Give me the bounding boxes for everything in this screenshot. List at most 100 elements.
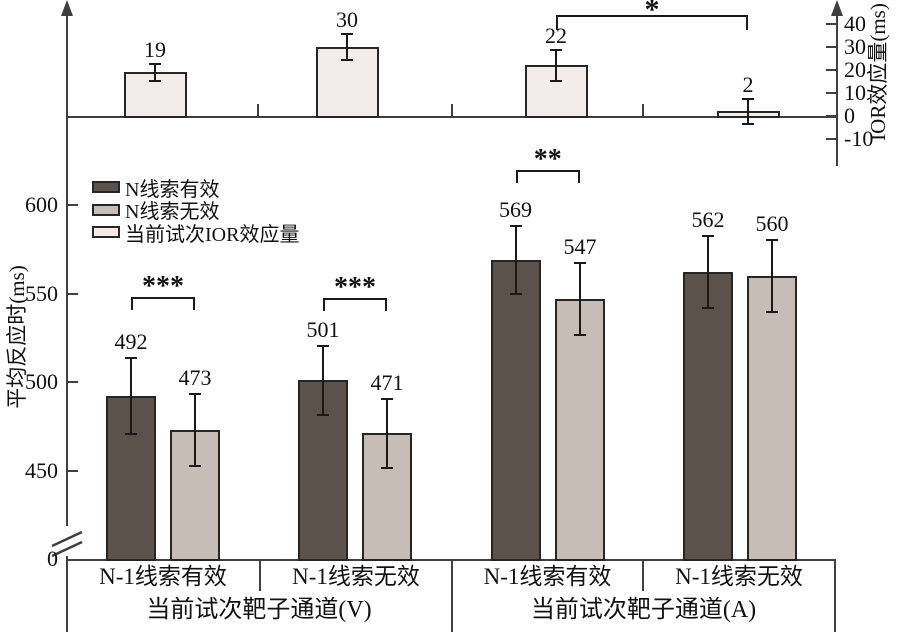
- rt-bar-n-cue-valid: [683, 272, 733, 561]
- bottom-panel-baseline: [66, 559, 836, 561]
- left-axis-tick-label: 0: [47, 546, 58, 571]
- right-axis-tick-label: 20: [844, 57, 866, 82]
- sig-label: **: [533, 144, 562, 175]
- error-bar-cap: [766, 311, 778, 313]
- error-bar-cap: [149, 79, 161, 82]
- error-bar-cap: [317, 344, 329, 347]
- error-bar-cap: [189, 392, 201, 395]
- rt-bar-value: 471: [370, 369, 404, 395]
- right-axis-tick: [826, 23, 836, 25]
- legend-item: 当前试次IOR效应量: [92, 221, 299, 246]
- sig-label: ***: [334, 272, 376, 303]
- error-bar-cap: [766, 238, 778, 241]
- right-axis-tick: [826, 69, 836, 71]
- top-baseline-group-tick: [451, 104, 453, 118]
- rt-bar-value: 569: [499, 196, 532, 222]
- error-bar-cap: [742, 123, 754, 126]
- error-bar-cap: [381, 397, 393, 400]
- error-bar-stem: [386, 397, 388, 469]
- right-axis-tick-label: 0: [844, 103, 855, 128]
- right-axis-tick: [826, 92, 836, 94]
- legend-swatch: [92, 203, 120, 216]
- error-bar-cap: [149, 63, 161, 66]
- left-axis-tick: [68, 292, 78, 295]
- sig-bracket: [131, 297, 195, 310]
- error-bar-stem: [514, 224, 517, 296]
- rt-bar-value: 562: [691, 207, 725, 233]
- left-axis-tick: [68, 204, 78, 206]
- right-axis-tick-label: 10: [844, 80, 866, 105]
- right-axis-tick-label: -10: [844, 126, 874, 151]
- legend-label: N线索有效: [125, 178, 220, 201]
- right-axis-tick: [826, 138, 836, 140]
- category-label: N-1线索无效: [292, 564, 420, 589]
- error-bar-cap: [550, 79, 562, 82]
- error-bar-stem: [707, 235, 709, 310]
- category-divider: [259, 561, 261, 591]
- ior-bar-value: 2: [742, 71, 754, 97]
- ior-bar-value: 30: [336, 7, 358, 33]
- category-label: N-1线索有效: [483, 564, 612, 589]
- left-axis-tick-label: 550: [25, 280, 58, 306]
- sig-bracket: [515, 170, 580, 183]
- ior-bar-value: 22: [545, 23, 567, 49]
- left-axis-line: [66, 8, 68, 526]
- right-axis-arrow: [831, 0, 843, 16]
- sig-label: *: [644, 0, 660, 26]
- right-axis-tick-label: 40: [844, 11, 866, 36]
- axis-break-icon: [50, 524, 84, 560]
- legend-label: N线索无效: [125, 201, 220, 223]
- error-bar-stem: [555, 49, 557, 82]
- y-axis-title-left: 平均反应时(ms): [5, 265, 29, 409]
- left-axis-tick-label: 450: [25, 457, 58, 483]
- rt-bar-n-cue-invalid: [747, 275, 797, 561]
- legend-item: N线索有效: [92, 176, 219, 201]
- sig-label: ***: [142, 271, 184, 302]
- left-axis-tick-label: 600: [25, 192, 58, 217]
- top-baseline-group-tick: [642, 104, 644, 118]
- top-baseline-group-tick: [257, 104, 259, 118]
- error-bar-stem: [130, 357, 132, 436]
- error-bar-cap: [742, 97, 754, 100]
- error-bar-stem: [747, 97, 749, 126]
- rt-bar-value: 560: [755, 210, 789, 236]
- left-axis-line: [66, 556, 68, 632]
- left-axis-arrow: [61, 0, 73, 16]
- error-bar-stem: [194, 392, 196, 467]
- left-axis-tick: [68, 469, 78, 472]
- error-bar-cap: [381, 466, 393, 469]
- error-bar-stem: [346, 33, 348, 61]
- error-bar-cap: [125, 357, 137, 360]
- sig-bracket: [556, 15, 748, 30]
- error-bar-cap: [189, 465, 201, 467]
- category-label: N-1线索无效: [675, 564, 803, 589]
- y-axis-title-right: IOR效应量(ms): [866, 3, 890, 141]
- error-bar-cap: [509, 224, 522, 227]
- error-bar-cap: [702, 307, 714, 310]
- error-bar-cap: [509, 293, 522, 296]
- ior-bar-value: 19: [144, 37, 166, 63]
- legend-swatch: [92, 226, 120, 238]
- legend-item: N线索无效: [92, 199, 219, 223]
- left-axis-tick: [68, 381, 78, 383]
- error-bar-cap: [702, 235, 714, 238]
- error-bar-cap: [574, 261, 586, 264]
- error-bar-cap: [341, 33, 353, 36]
- error-bar-cap: [317, 413, 329, 416]
- rt-bar-value: 547: [563, 233, 597, 259]
- error-bar-cap: [574, 334, 586, 336]
- group-divider: [451, 561, 453, 632]
- rt-bar-n-cue-invalid: [555, 298, 605, 561]
- category-divider: [642, 561, 644, 591]
- legend-swatch: [92, 181, 120, 193]
- right-axis-line: [836, 8, 838, 166]
- error-bar-stem: [579, 261, 581, 336]
- left-axis-tick-label: 500: [25, 369, 58, 394]
- group-label: 当前试次靶子通道(A): [530, 597, 757, 623]
- rt-bar-value: 501: [306, 316, 340, 342]
- error-bar-stem: [771, 238, 773, 313]
- axis-frame-right-edge: [834, 559, 836, 632]
- error-bar-stem: [322, 344, 324, 416]
- error-bar-cap: [550, 49, 562, 52]
